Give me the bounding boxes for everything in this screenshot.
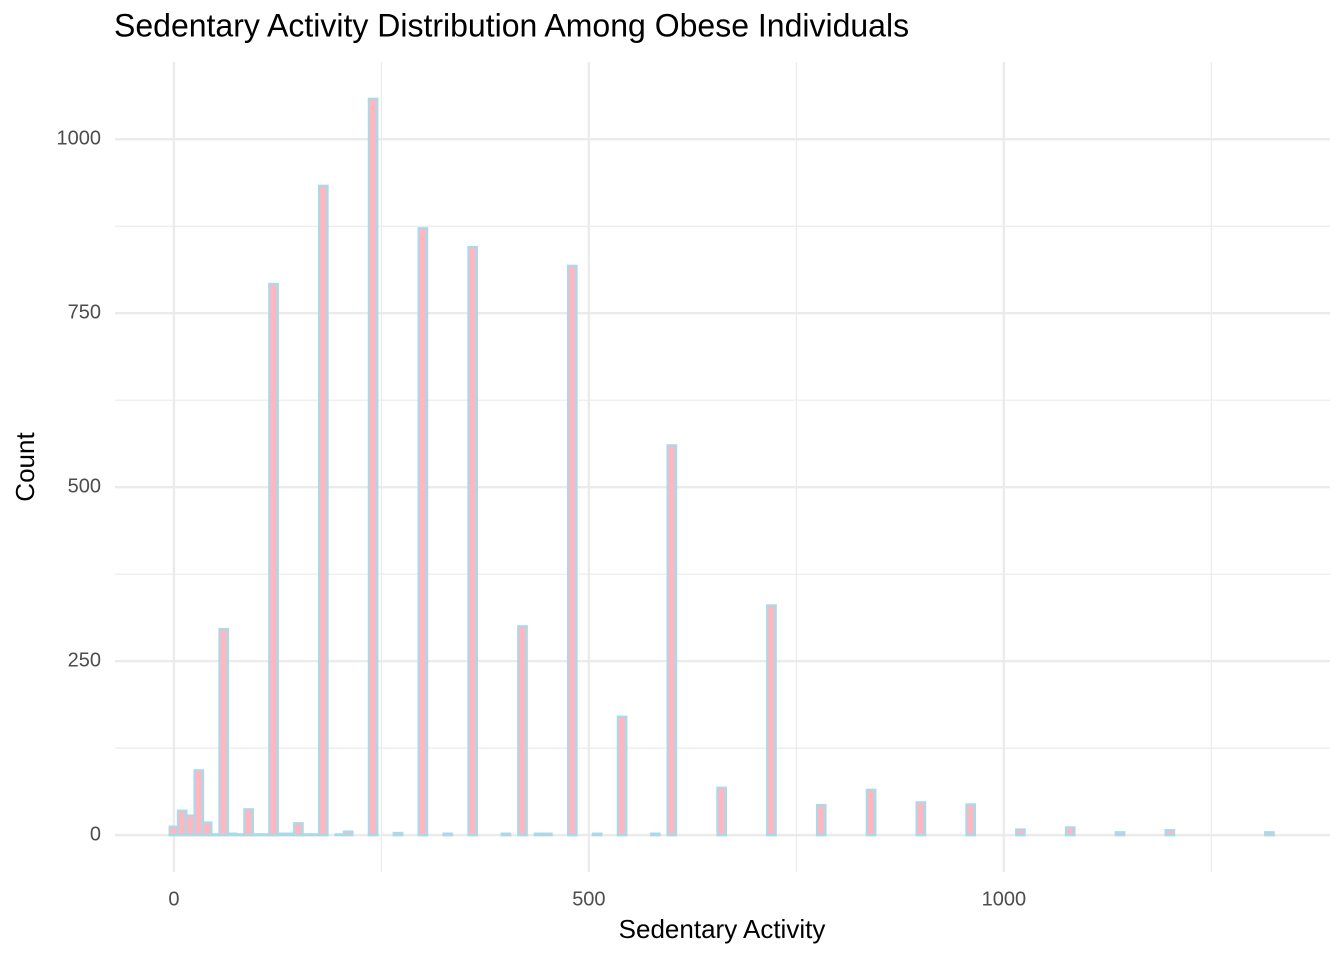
y-axis-title: Count [10, 432, 40, 502]
bar [915, 801, 927, 837]
bar [616, 715, 628, 837]
bar [467, 245, 479, 837]
y-tick-label: 0 [90, 823, 101, 845]
bar [201, 821, 213, 837]
bar [226, 832, 238, 837]
bar [309, 833, 321, 837]
bar [766, 604, 777, 837]
bar [193, 769, 205, 837]
bar [176, 809, 188, 837]
bar [234, 833, 246, 837]
bar [517, 625, 528, 837]
x-tick-label: 0 [168, 888, 179, 910]
y-tick-label: 250 [68, 649, 101, 671]
bar [815, 803, 827, 837]
bar [666, 444, 678, 837]
bar [716, 786, 728, 837]
bar [649, 832, 661, 837]
bar [417, 227, 429, 837]
bar [392, 831, 404, 837]
bar [591, 832, 603, 837]
bar [542, 832, 553, 837]
bar [1164, 829, 1176, 837]
bar [865, 788, 877, 837]
bar [210, 833, 221, 837]
bar [965, 803, 976, 837]
bar [317, 184, 329, 837]
bar [293, 822, 304, 837]
bar [533, 832, 545, 837]
bar [276, 832, 288, 837]
bar [342, 830, 354, 837]
x-tick-label: 500 [572, 888, 605, 910]
bar [1015, 828, 1026, 837]
bar [1264, 831, 1275, 837]
y-tick-label: 750 [68, 301, 101, 323]
bar [168, 825, 180, 837]
x-tick-label: 1000 [982, 888, 1027, 910]
bar [218, 627, 230, 837]
bar [500, 832, 512, 837]
x-axis-title: Sedentary Activity [619, 914, 826, 944]
bar [243, 808, 254, 837]
bar [301, 833, 313, 837]
bar [442, 832, 454, 837]
bar [268, 282, 279, 837]
bar [251, 833, 263, 837]
bar [367, 97, 379, 837]
bar [1114, 831, 1126, 837]
y-tick-label: 500 [68, 475, 101, 497]
bar [566, 264, 578, 837]
bar [259, 833, 271, 837]
bar [1064, 826, 1076, 837]
bar [334, 833, 346, 837]
y-tick-label: 1000 [57, 128, 102, 150]
bar [284, 832, 296, 837]
chart-title: Sedentary Activity Distribution Among Ob… [114, 7, 909, 43]
bar [185, 814, 196, 837]
